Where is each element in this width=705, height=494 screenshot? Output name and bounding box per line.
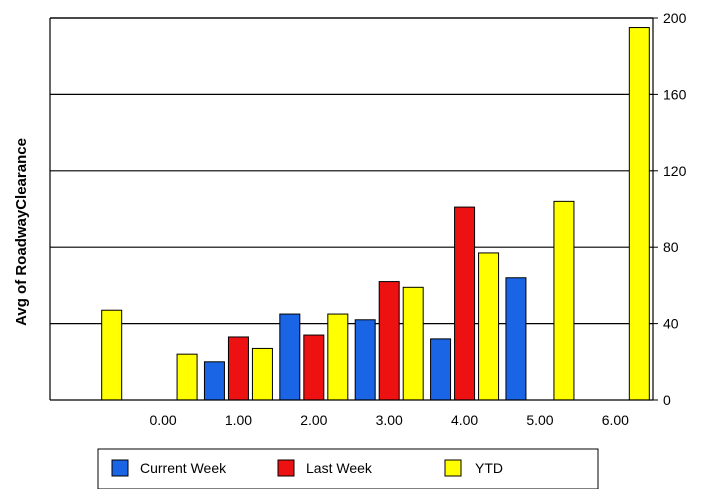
legend-label-last-week: Last Week (306, 460, 373, 476)
x-tick-label: 2.00 (300, 412, 327, 428)
legend-item-ytd: YTD (444, 459, 503, 477)
y-tick-label: 160 (663, 86, 687, 102)
x-tick-label: 3.00 (376, 412, 403, 428)
legend-label-current-week: Current Week (140, 460, 227, 476)
x-tick-label: 1.00 (225, 412, 252, 428)
bar-ytd (176, 353, 198, 401)
y-tick-label: 120 (663, 163, 687, 179)
x-tick-label: 4.00 (451, 412, 478, 428)
bar-ytd (327, 313, 349, 401)
x-tick-label: 0.00 (149, 412, 176, 428)
legend-box (97, 448, 599, 490)
axes (49, 17, 658, 401)
x-tick-labels: 0.00 1.00 2.00 3.00 4.00 5.00 6.00 (149, 412, 629, 428)
bar-ytd (402, 286, 424, 401)
legend-item-last-week: Last Week (277, 459, 373, 477)
bar-current-week (279, 313, 301, 401)
y-tick-labels: 0 40 80 120 160 200 (663, 10, 687, 408)
bar-current-week (354, 319, 376, 401)
bar-last-week (227, 336, 249, 401)
legend-swatch-ytd (444, 459, 462, 477)
legend-swatch-current-week (111, 459, 129, 477)
legend-label-ytd: YTD (475, 460, 503, 476)
bar-current-week (505, 277, 527, 401)
y-tick-label: 40 (663, 316, 679, 332)
x-tick-label: 5.00 (526, 412, 553, 428)
legend-item-current-week: Current Week (111, 459, 227, 477)
y-axis-label: Avg of RoadwayClearance (13, 138, 30, 326)
bar-ytd (101, 309, 123, 401)
bar-ytd (251, 347, 273, 401)
bar-ytd (478, 252, 500, 401)
y-tick-label: 80 (663, 239, 679, 255)
y-tick-label: 200 (663, 10, 687, 26)
bar-current-week (430, 338, 452, 401)
y-tick-label: 0 (663, 392, 671, 408)
legend-swatch-last-week (277, 459, 295, 477)
bar-last-week (454, 206, 476, 401)
bar-current-week (203, 361, 225, 401)
bar-ytd (628, 27, 650, 401)
x-tick-label: 6.00 (602, 412, 629, 428)
bar-ytd (553, 200, 575, 401)
legend: Current Week Last Week YTD (97, 448, 599, 490)
bar-last-week (378, 281, 400, 401)
bar-last-week (303, 334, 325, 401)
